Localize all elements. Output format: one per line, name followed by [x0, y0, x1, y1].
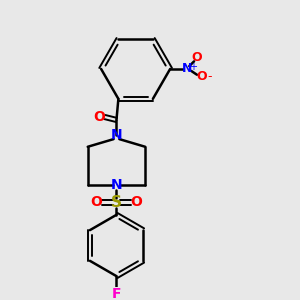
- Text: O: O: [90, 195, 102, 209]
- Text: -: -: [207, 70, 212, 83]
- Text: +: +: [189, 62, 197, 72]
- Text: O: O: [192, 51, 202, 64]
- Text: O: O: [93, 110, 105, 124]
- Text: N: N: [111, 128, 122, 142]
- Text: N: N: [182, 62, 193, 76]
- Text: O: O: [130, 195, 142, 209]
- Text: N: N: [111, 178, 122, 192]
- Text: F: F: [112, 287, 121, 300]
- Text: S: S: [111, 195, 122, 210]
- Text: O: O: [196, 70, 207, 83]
